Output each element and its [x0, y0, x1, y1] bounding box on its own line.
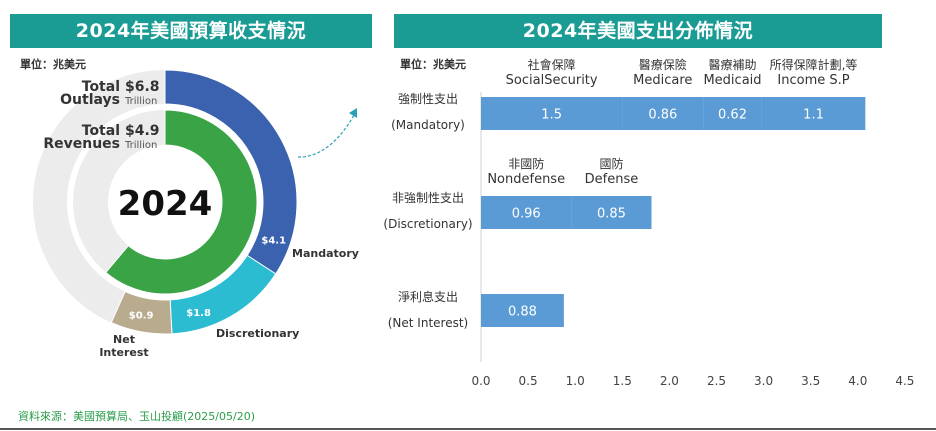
- right-panel-title: 2024年美國支出分佈情況: [394, 14, 882, 48]
- row-label-en: (Mandatory): [391, 118, 465, 132]
- bar-value-label: 0.96: [512, 207, 541, 222]
- row-label-en: (Net Interest): [388, 316, 468, 330]
- bar-value-label: 0.88: [508, 305, 537, 320]
- slice-value-label: $0.9: [129, 310, 154, 321]
- connector-arrow: [297, 114, 355, 158]
- bar-segment: [703, 97, 762, 130]
- right-unit-label: 單位：兆美元: [400, 58, 466, 71]
- segment-label-en: Medicaid: [703, 73, 761, 88]
- segment-label-zh: 社會保障: [528, 57, 576, 72]
- x-tick-label: 0.5: [519, 374, 538, 388]
- slice-name-label: Mandatory: [292, 247, 359, 260]
- row-label-zh: 非強制性支出: [392, 191, 464, 205]
- inner-ring-revenues: [105, 109, 258, 295]
- bar-value-label: 1.5: [541, 108, 562, 123]
- segment-label-en: Income S.P: [777, 73, 849, 88]
- x-tick-label: 4.0: [848, 374, 867, 388]
- slice-name-label: Discretionary: [216, 327, 299, 340]
- x-tick-label: 3.5: [801, 374, 820, 388]
- source-note: 資料來源：美國預算局、玉山投顧(2025/05/20): [18, 410, 255, 423]
- bar-segment: [571, 196, 652, 229]
- legend-label-line2: Outlays: [60, 92, 120, 108]
- segment-label-zh: 醫療保險: [639, 57, 687, 72]
- bar-value-label: 0.85: [597, 207, 626, 222]
- x-tick-label: 3.0: [754, 374, 773, 388]
- segment-label-zh: 所得保障計劃,等: [770, 57, 858, 72]
- segment-label-en: Medicare: [633, 73, 692, 88]
- slice-value-label: $1.8: [186, 308, 211, 319]
- segment-label-en: Defense: [585, 172, 639, 187]
- segment-label-zh: 國防: [599, 156, 623, 171]
- slice-value-label: $4.1: [261, 235, 286, 246]
- bar-value-label: 0.62: [718, 108, 747, 123]
- segment-label-en: SocialSecurity: [506, 73, 598, 88]
- row-label-zh: 淨利息支出: [398, 289, 458, 304]
- legend-label-line1: Total: [82, 79, 120, 95]
- row-label-en: (Discretionary): [383, 217, 472, 231]
- legend-label-line2: Revenues: [43, 136, 120, 152]
- bar-value-label: 0.86: [648, 108, 677, 123]
- legend-value: $4.9: [125, 123, 160, 139]
- segment-label-zh: 醫療補助: [709, 58, 757, 72]
- slice-name-label: Interest: [99, 346, 148, 359]
- bar-segment: [481, 196, 572, 229]
- center-year-label: 2024: [118, 184, 213, 224]
- x-tick-label: 2.0: [660, 374, 679, 388]
- outer-slice-net-interest: [110, 290, 173, 335]
- bar-segment: [481, 97, 623, 130]
- legend-value: $6.8: [125, 79, 160, 95]
- left-panel-title: 2024年美國預算收支情況: [10, 14, 372, 48]
- segment-label-en: Nondefense: [487, 172, 565, 187]
- x-tick-label: 2.5: [707, 374, 726, 388]
- segment-label-zh: 非國防: [508, 156, 544, 171]
- bottom-divider: [0, 428, 936, 430]
- x-tick-label: 4.5: [895, 374, 914, 388]
- bar-segment: [481, 294, 564, 327]
- row-label-zh: 強制性支出: [398, 92, 458, 106]
- legend-unit: Trillion: [124, 140, 157, 151]
- bar-segment: [622, 97, 704, 130]
- x-tick-label: 1.5: [613, 374, 632, 388]
- slice-name-label: Net: [113, 333, 135, 346]
- bar-segment: [761, 97, 866, 130]
- x-tick-label: 1.0: [566, 374, 585, 388]
- bar-value-label: 1.1: [803, 108, 824, 123]
- connector-arrowhead: [349, 108, 357, 118]
- legend-label-line1: Total: [82, 123, 120, 139]
- left-unit-label: 單位：兆美元: [20, 58, 86, 71]
- legend-unit: Trillion: [124, 96, 157, 107]
- x-tick-label: 0.0: [471, 374, 490, 388]
